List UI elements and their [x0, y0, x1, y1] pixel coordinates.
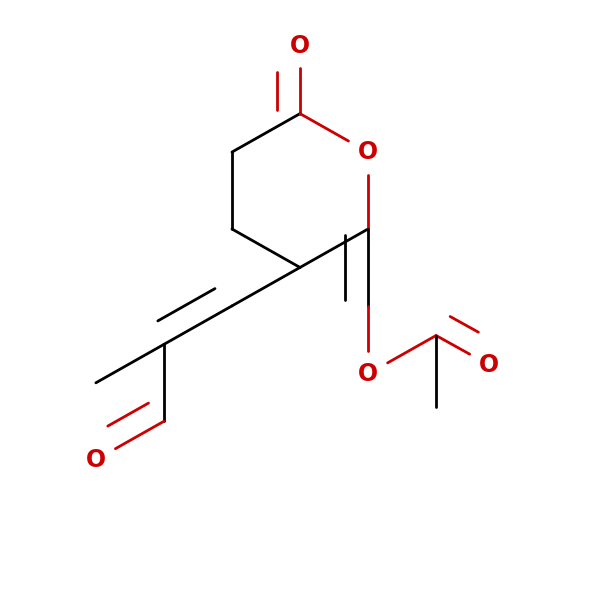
Text: O: O: [358, 140, 378, 164]
Text: O: O: [358, 362, 378, 386]
Text: O: O: [86, 448, 106, 472]
Text: O: O: [479, 353, 499, 377]
Text: O: O: [290, 34, 310, 58]
